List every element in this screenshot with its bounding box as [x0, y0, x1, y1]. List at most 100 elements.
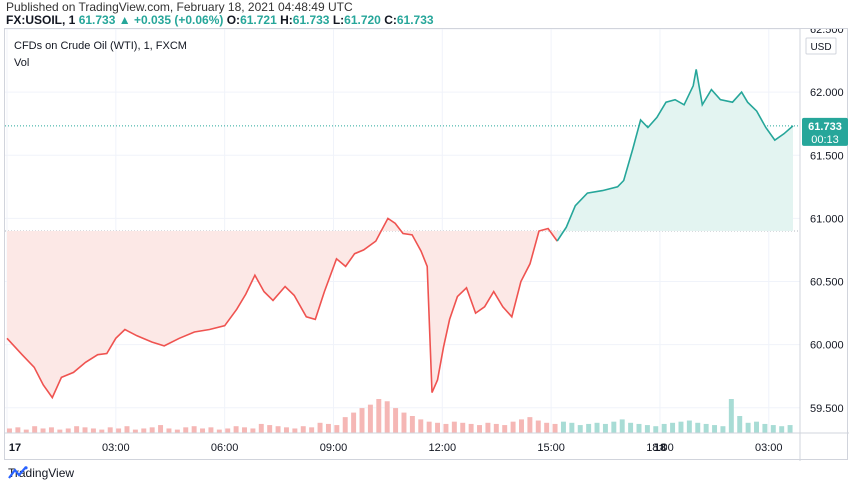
- volume-bar: [158, 425, 164, 433]
- price-chart[interactable]: 59.500 60.000 60.500 61.000 61.500 62.000 62.5…: [5, 29, 849, 461]
- volume-bar: [535, 420, 541, 433]
- volume-bar: [250, 428, 256, 433]
- volume-bar: [619, 419, 625, 433]
- x-tick-label: 06:00: [211, 442, 239, 454]
- quote-close-label: C:: [384, 13, 397, 27]
- quote-high-label: H:: [280, 13, 293, 27]
- volume-bar: [208, 427, 214, 433]
- volume-bar: [141, 428, 147, 433]
- last-price-tag: 61.733 00:13: [802, 117, 848, 146]
- volume-bar: [275, 426, 281, 433]
- volume-bar: [183, 427, 189, 433]
- volume-bar: [309, 427, 315, 433]
- volume-bar: [569, 422, 575, 433]
- volume-bar: [258, 423, 264, 433]
- chart-panel[interactable]: 59.500 60.000 60.500 61.000 61.500 62.000 62.5…: [4, 28, 849, 461]
- volume-bar: [292, 428, 298, 433]
- volume-bar: [527, 417, 533, 433]
- volume-bar: [779, 426, 785, 433]
- volume-bar: [300, 426, 306, 433]
- volume-bar: [728, 399, 734, 433]
- volume-bar: [166, 428, 172, 433]
- quote-open: 61.721: [240, 13, 277, 27]
- volume-bar: [426, 421, 432, 433]
- volume-bar: [460, 422, 466, 433]
- y-tick-label: 61.500: [810, 150, 844, 162]
- volume-bar: [594, 422, 600, 433]
- volume-bar: [418, 419, 424, 433]
- volume-bar: [32, 426, 38, 433]
- last-price-label: 61.733: [808, 121, 842, 133]
- volume-bar: [409, 416, 415, 433]
- x-tick-label: 18: [654, 442, 666, 454]
- volume-bar: [82, 427, 88, 433]
- volume-bar: [334, 425, 340, 433]
- volume-bar: [762, 423, 768, 433]
- x-tick-label: 18:00: [646, 442, 674, 454]
- volume-bar: [670, 422, 676, 433]
- y-tick-label: 59.500: [810, 403, 844, 415]
- legend-vol: Vol: [14, 57, 29, 69]
- publish-line: Published on TradingView.com, February 1…: [6, 0, 353, 14]
- volume-bar: [233, 426, 239, 433]
- volume-bar: [124, 426, 130, 433]
- x-tick-label: 12:00: [429, 442, 457, 454]
- volume-bar: [653, 426, 659, 433]
- volume-bar: [477, 425, 482, 433]
- y-tick-label: 60.500: [810, 277, 844, 289]
- volume-bar: [74, 426, 80, 433]
- volume-bar: [225, 428, 231, 433]
- volume-bar: [552, 423, 558, 433]
- volume-bar: [48, 427, 54, 433]
- price-line-above-baseline: [556, 69, 794, 242]
- volume-bar: [317, 422, 323, 433]
- volume-bar: [628, 422, 634, 433]
- volume-bar: [99, 429, 105, 433]
- volume-bar: [65, 428, 71, 433]
- volume-bar: [132, 429, 138, 433]
- volume-bar: [468, 423, 474, 433]
- tradingview-brand[interactable]: TradingView: [8, 466, 74, 480]
- volume-bar: [15, 427, 21, 433]
- quote-line: FX:USOIL, 1 61.733 ▲ +0.035 (+0.06%) O:6…: [6, 13, 434, 27]
- volume-bar: [686, 420, 692, 433]
- down-area-fill: [7, 218, 558, 398]
- x-tick-label: 03:00: [755, 442, 783, 454]
- volume-bar: [787, 425, 793, 433]
- volume-bar: [57, 429, 63, 433]
- x-tick-label: 15:00: [537, 442, 565, 454]
- countdown-label: 00:13: [811, 134, 839, 146]
- volume-bar: [216, 429, 222, 433]
- currency-box[interactable]: [805, 37, 837, 55]
- volume-bar: [661, 423, 667, 433]
- volume-bar: [191, 426, 197, 433]
- volume-bar: [577, 425, 583, 433]
- volume-bar: [493, 423, 499, 433]
- y-tick-label: 60.000: [810, 340, 844, 352]
- volume-bar: [485, 422, 491, 433]
- volume-bar: [359, 408, 365, 433]
- x-tick-label: 03:00: [102, 442, 130, 454]
- volume-bar: [90, 428, 96, 433]
- volume-bar: [644, 425, 650, 433]
- up-area-fill: [557, 69, 793, 242]
- currency-label: USD: [810, 42, 831, 53]
- volume-bar: [351, 412, 357, 433]
- volume-bar: [510, 421, 516, 433]
- volume-bar: [200, 428, 206, 433]
- y-tick-label: 61.000: [810, 213, 844, 225]
- legend-title: CFDs on Crude Oil (WTI), 1, FXCM: [14, 40, 187, 52]
- volume-bar: [560, 421, 566, 433]
- volume-bar: [384, 401, 390, 433]
- volume-bar: [451, 421, 457, 433]
- volume-bar: [267, 425, 273, 433]
- volume-bar: [754, 421, 759, 433]
- price-axis[interactable]: 59.500 60.000 60.500 61.000 61.500 62.000 62.5…: [810, 29, 844, 415]
- volume-bar: [23, 429, 29, 433]
- volume-bar: [720, 426, 726, 433]
- quote-high: 61.733: [292, 13, 330, 27]
- volume-bar: [611, 421, 617, 433]
- volume-bar: [737, 416, 743, 433]
- tradingview-logo-icon: [8, 466, 28, 479]
